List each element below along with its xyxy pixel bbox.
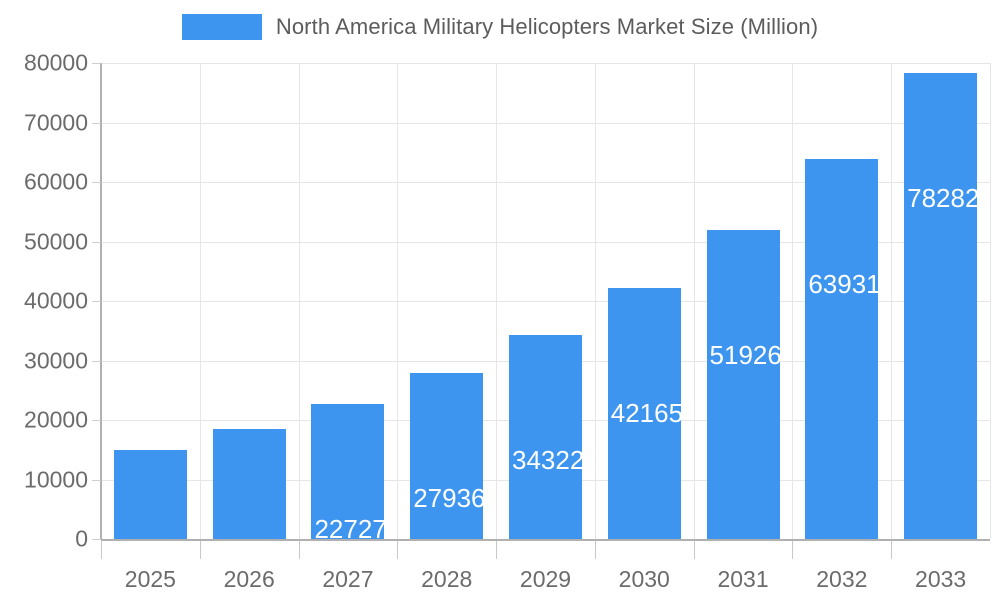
gridline-vertical [891, 63, 892, 539]
x-axis-tick-mark [694, 541, 695, 559]
y-axis-tick-label: 40000 [24, 287, 88, 314]
gridline-horizontal [101, 182, 990, 183]
x-axis-tick-label: 2032 [816, 566, 868, 592]
gridline-vertical [792, 63, 793, 539]
x-axis-line [101, 539, 990, 541]
x-axis-tick-label: 2030 [618, 566, 670, 592]
y-axis-tick-label: 80000 [24, 49, 88, 76]
bar[interactable] [805, 158, 879, 539]
gridline-horizontal [101, 63, 990, 64]
bar[interactable] [607, 288, 681, 539]
x-axis-tick-mark [200, 541, 201, 559]
y-axis-tick-mark [92, 122, 101, 124]
x-axis-tick-mark [891, 541, 892, 559]
bar[interactable] [311, 403, 385, 539]
gridline-vertical [496, 63, 497, 539]
y-axis-tick-mark [92, 63, 101, 64]
y-axis-labels: 0 10000 20000 30000 40000 50000 60000 70000 8000… [0, 0, 88, 600]
x-axis-tick-label: 2033 [915, 566, 967, 592]
bar[interactable] [509, 334, 582, 539]
plot-area: 15000 18450 22727 27936 34322 42165 51926 63931… [101, 63, 991, 590]
gridline-vertical [595, 63, 596, 539]
bar[interactable] [113, 449, 187, 539]
gridline-horizontal [101, 241, 990, 243]
y-axis-tick-label: 50000 [24, 228, 88, 254]
x-axis-tick-mark [101, 541, 102, 559]
x-axis-tick-label: 2027 [322, 566, 374, 592]
chart-legend: North America Military Helicopters Marke… [0, 14, 1000, 40]
y-axis-tick-label: 60000 [24, 168, 88, 195]
legend-label-series-0: North America Military Helicopters Marke… [275, 14, 819, 39]
gridline-vertical [694, 63, 695, 539]
y-axis-tick-label: 0 [75, 525, 88, 552]
y-axis-tick-label: 30000 [24, 347, 88, 373]
x-axis-tick-label: 2028 [421, 566, 473, 592]
x-axis-tick-mark [397, 541, 398, 559]
x-axis-tick-label: 2029 [519, 566, 572, 592]
y-axis-tick-mark [92, 479, 101, 481]
x-axis-tick-mark [299, 541, 300, 559]
gridline-horizontal [101, 301, 990, 302]
y-axis-tick-mark [92, 420, 101, 421]
bar[interactable] [410, 372, 484, 539]
gridline-vertical [397, 63, 398, 539]
y-axis-tick-label: 20000 [24, 406, 88, 433]
y-axis-line [100, 63, 102, 540]
y-axis-tick-mark [92, 182, 101, 183]
y-axis-tick-label: 70000 [24, 109, 88, 135]
legend-swatch-series-0 [181, 14, 262, 40]
y-axis-tick-mark [92, 301, 101, 302]
gridline-vertical [200, 63, 201, 539]
y-axis-tick-mark [92, 539, 101, 540]
x-axis-tick-label: 2025 [124, 566, 176, 592]
x-axis-tick-label: 2031 [717, 566, 769, 592]
x-axis-tick-mark [792, 541, 793, 559]
gridline-vertical [990, 63, 991, 539]
x-axis-tick-mark [595, 541, 596, 559]
x-axis-tick-label: 2026 [223, 566, 275, 592]
y-axis-tick-mark [92, 241, 101, 243]
y-axis-tick-label: 10000 [24, 466, 88, 492]
bar[interactable] [706, 230, 780, 539]
gridline-horizontal [101, 122, 990, 124]
gridline-vertical [299, 63, 300, 539]
x-axis-tick-mark [496, 541, 497, 559]
y-axis-tick-mark [92, 360, 101, 362]
bar[interactable] [904, 73, 978, 539]
bar[interactable] [212, 429, 286, 539]
